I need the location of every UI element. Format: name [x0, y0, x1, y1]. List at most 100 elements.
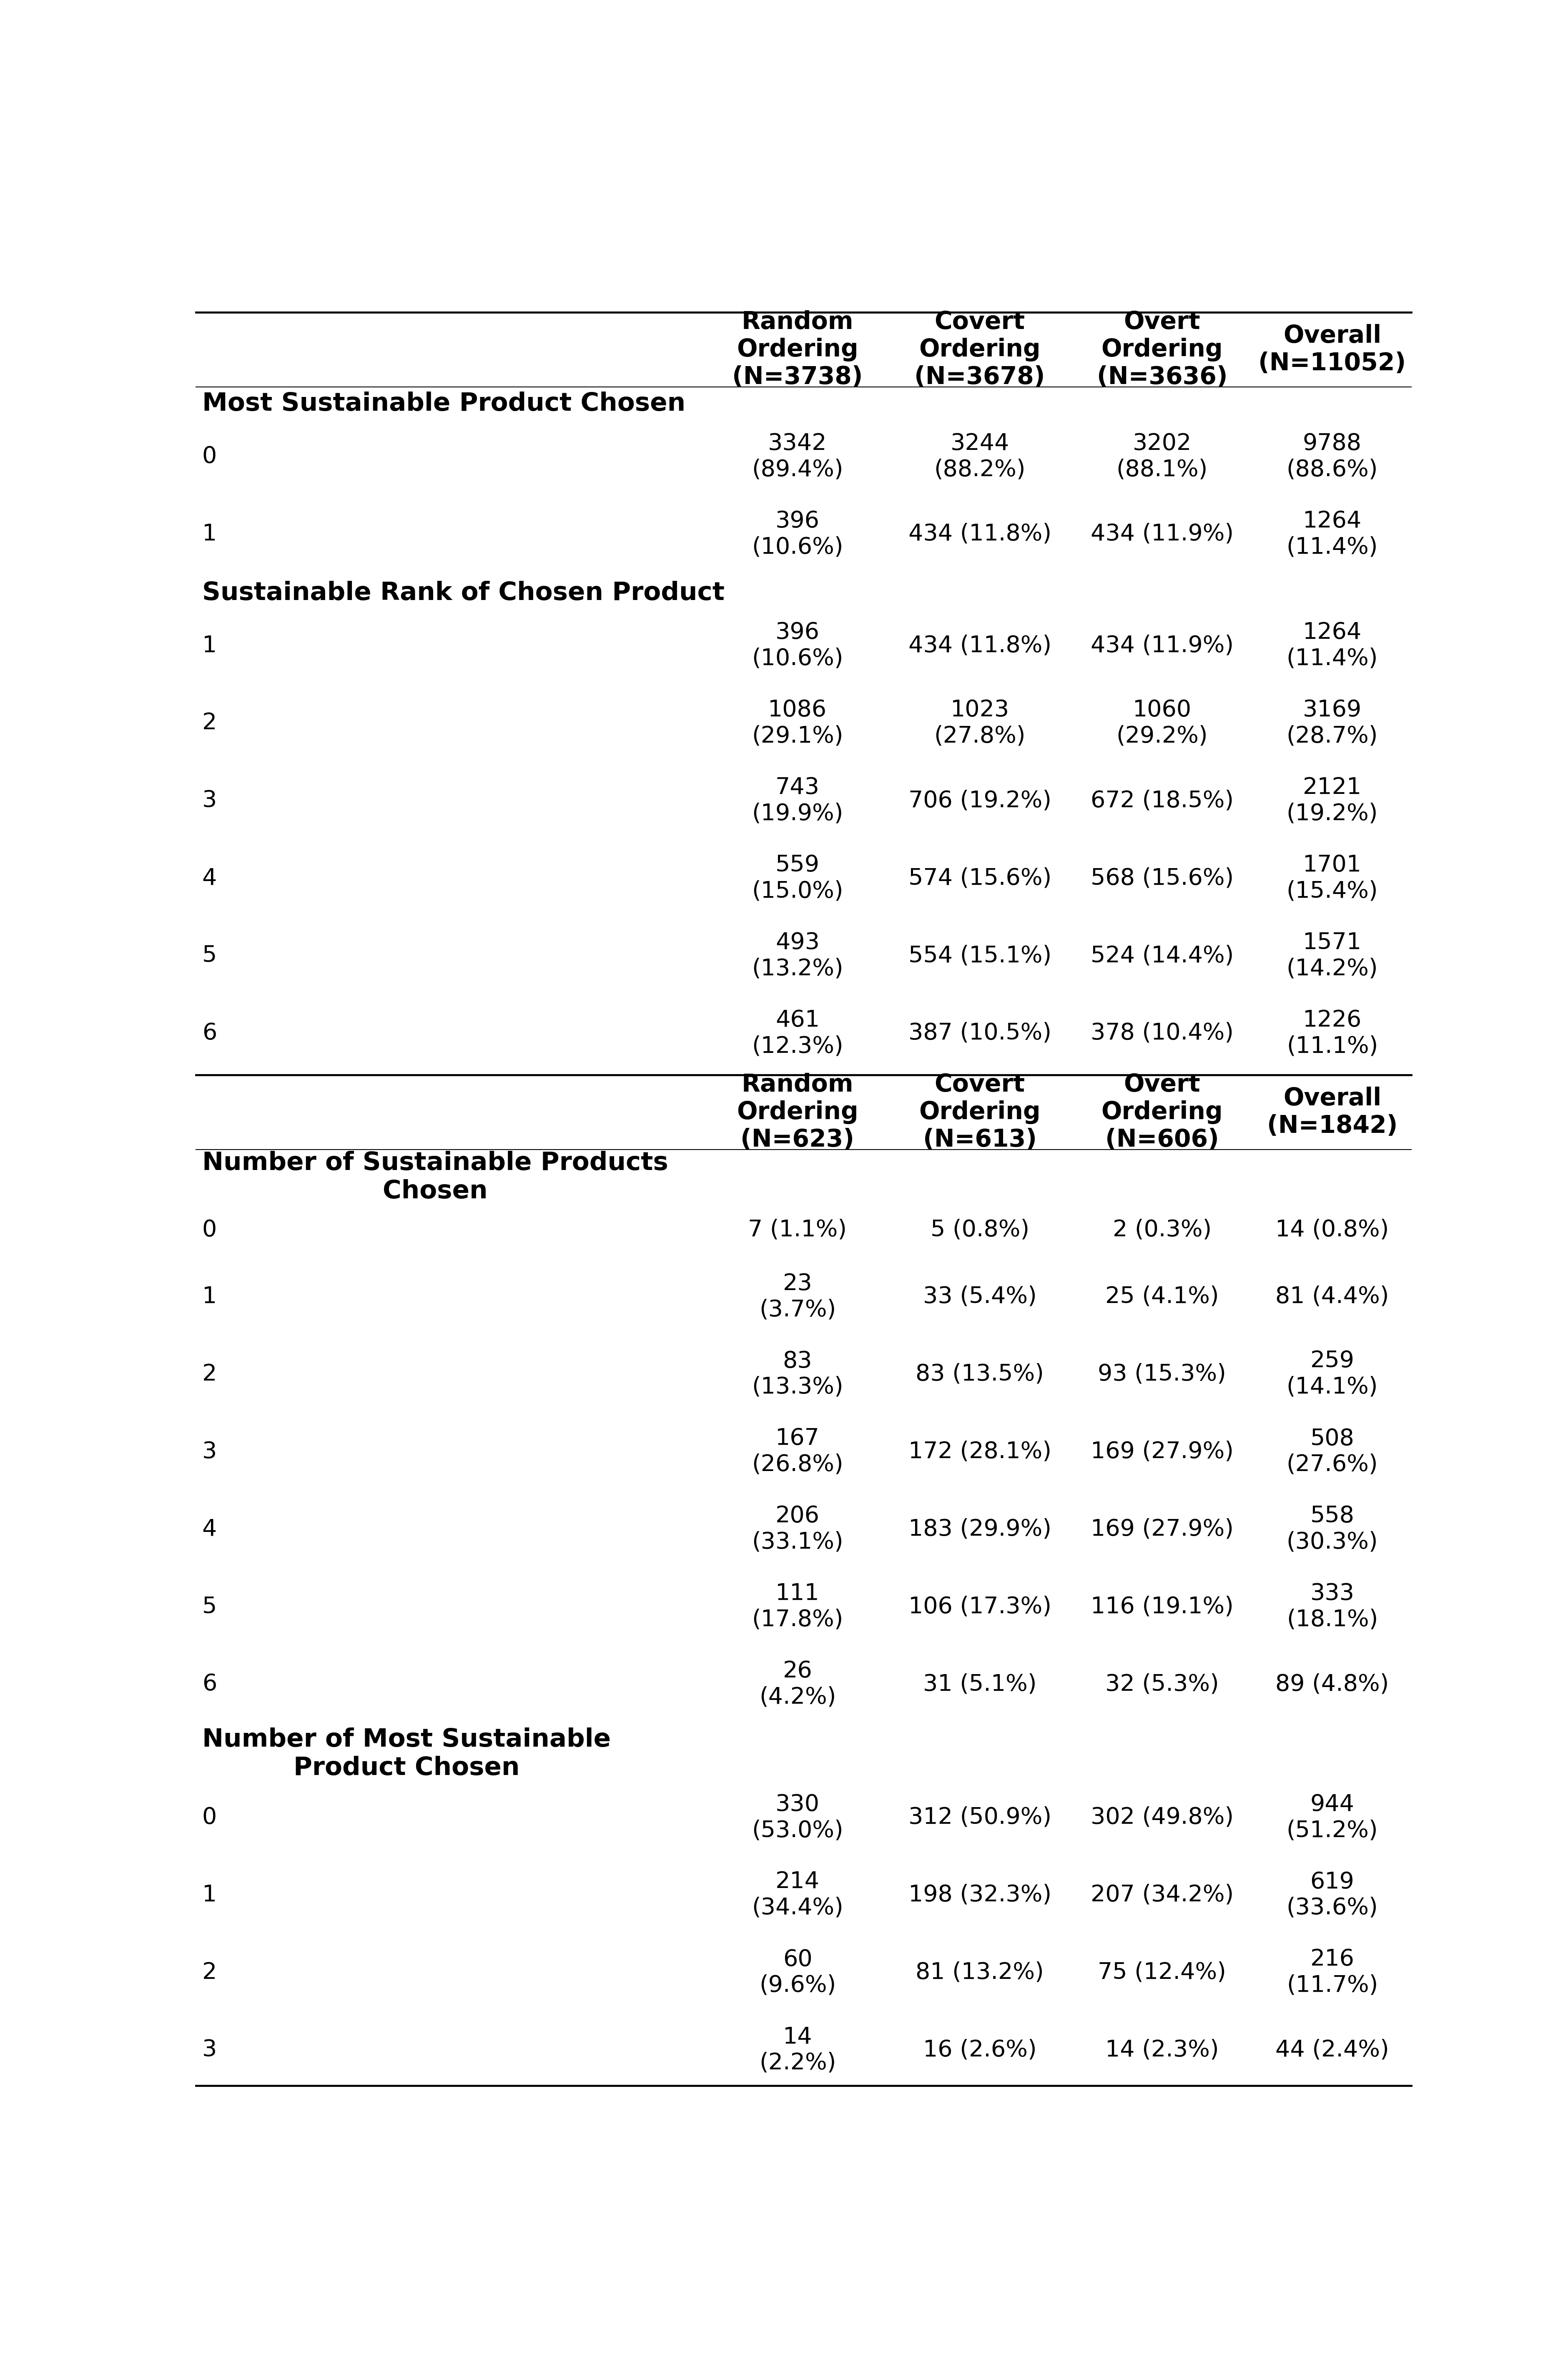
- Text: 493
(13.2%): 493 (13.2%): [751, 931, 844, 981]
- Text: 1: 1: [202, 634, 216, 658]
- Text: 3342
(89.4%): 3342 (89.4%): [751, 432, 844, 480]
- Text: 672 (18.5%): 672 (18.5%): [1091, 788, 1234, 812]
- Text: 169 (27.9%): 169 (27.9%): [1091, 1518, 1234, 1541]
- Text: 6: 6: [202, 1672, 216, 1696]
- Text: 172 (28.1%): 172 (28.1%): [908, 1439, 1051, 1463]
- Text: Overt
Ordering
(N=3636): Overt Ordering (N=3636): [1096, 311, 1228, 390]
- Text: 1701
(15.4%): 1701 (15.4%): [1286, 855, 1378, 902]
- Text: 434 (11.8%): 434 (11.8%): [908, 522, 1051, 546]
- Text: 387 (10.5%): 387 (10.5%): [908, 1021, 1051, 1045]
- Text: 216
(11.7%): 216 (11.7%): [1286, 1947, 1378, 1997]
- Text: 60
(9.6%): 60 (9.6%): [759, 1947, 836, 1997]
- Text: 5 (0.8%): 5 (0.8%): [930, 1218, 1029, 1242]
- Text: 0: 0: [202, 446, 216, 468]
- Text: 198 (32.3%): 198 (32.3%): [908, 1883, 1051, 1907]
- Text: 568 (15.6%): 568 (15.6%): [1090, 867, 1234, 888]
- Text: 81 (4.4%): 81 (4.4%): [1275, 1285, 1389, 1309]
- Text: 83 (13.5%): 83 (13.5%): [916, 1363, 1044, 1385]
- Text: 3: 3: [202, 788, 216, 812]
- Text: 312 (50.9%): 312 (50.9%): [908, 1807, 1051, 1829]
- Text: 83
(13.3%): 83 (13.3%): [751, 1349, 844, 1399]
- Text: 1: 1: [202, 1883, 216, 1907]
- Text: 559
(15.0%): 559 (15.0%): [751, 855, 844, 902]
- Text: 508
(27.6%): 508 (27.6%): [1286, 1427, 1378, 1475]
- Text: Random
Ordering
(N=3738): Random Ordering (N=3738): [732, 311, 862, 390]
- Text: 89 (4.8%): 89 (4.8%): [1275, 1672, 1389, 1696]
- Text: 558
(30.3%): 558 (30.3%): [1286, 1506, 1378, 1553]
- Text: 1023
(27.8%): 1023 (27.8%): [935, 698, 1025, 748]
- Text: 14 (2.3%): 14 (2.3%): [1105, 2038, 1218, 2062]
- Text: 167
(26.8%): 167 (26.8%): [751, 1427, 844, 1475]
- Text: 706 (19.2%): 706 (19.2%): [908, 788, 1051, 812]
- Text: 4: 4: [202, 867, 216, 888]
- Text: Overall
(N=1842): Overall (N=1842): [1267, 1088, 1397, 1138]
- Text: 944
(51.2%): 944 (51.2%): [1286, 1793, 1378, 1841]
- Text: 206
(33.1%): 206 (33.1%): [751, 1506, 844, 1553]
- Text: 3169
(28.7%): 3169 (28.7%): [1286, 698, 1378, 748]
- Text: 1226
(11.1%): 1226 (11.1%): [1286, 1009, 1378, 1057]
- Text: 434 (11.8%): 434 (11.8%): [908, 634, 1051, 658]
- Text: 81 (13.2%): 81 (13.2%): [916, 1962, 1044, 1983]
- Text: 14 (0.8%): 14 (0.8%): [1275, 1218, 1389, 1242]
- Text: 106 (17.3%): 106 (17.3%): [908, 1596, 1051, 1617]
- Text: 330
(53.0%): 330 (53.0%): [751, 1793, 844, 1841]
- Text: Sustainable Rank of Chosen Product: Sustainable Rank of Chosen Product: [202, 580, 724, 606]
- Text: 619
(33.6%): 619 (33.6%): [1286, 1872, 1378, 1919]
- Text: 32 (5.3%): 32 (5.3%): [1105, 1672, 1218, 1696]
- Text: 111
(17.8%): 111 (17.8%): [751, 1582, 844, 1632]
- Text: 2121
(19.2%): 2121 (19.2%): [1286, 777, 1378, 824]
- Text: 9788
(88.6%): 9788 (88.6%): [1286, 432, 1378, 480]
- Text: 434 (11.9%): 434 (11.9%): [1091, 634, 1234, 658]
- Text: 396
(10.6%): 396 (10.6%): [751, 622, 844, 670]
- Text: 75 (12.4%): 75 (12.4%): [1098, 1962, 1226, 1983]
- Text: 2 (0.3%): 2 (0.3%): [1113, 1218, 1212, 1242]
- Text: Number of Sustainable Products
Chosen: Number of Sustainable Products Chosen: [202, 1152, 668, 1204]
- Text: 1571
(14.2%): 1571 (14.2%): [1286, 931, 1378, 981]
- Text: Random
Ordering
(N=623): Random Ordering (N=623): [737, 1074, 858, 1152]
- Text: 4: 4: [202, 1518, 216, 1541]
- Text: 25 (4.1%): 25 (4.1%): [1105, 1285, 1218, 1309]
- Text: 183 (29.9%): 183 (29.9%): [908, 1518, 1051, 1541]
- Text: 1086
(29.1%): 1086 (29.1%): [751, 698, 844, 748]
- Text: 524 (14.4%): 524 (14.4%): [1090, 945, 1234, 967]
- Text: 116 (19.1%): 116 (19.1%): [1091, 1596, 1234, 1617]
- Text: 574 (15.6%): 574 (15.6%): [908, 867, 1052, 888]
- Text: 169 (27.9%): 169 (27.9%): [1091, 1439, 1234, 1463]
- Text: 554 (15.1%): 554 (15.1%): [908, 945, 1052, 967]
- Text: 2: 2: [202, 712, 216, 734]
- Text: 0: 0: [202, 1807, 216, 1829]
- Text: 1: 1: [202, 1285, 216, 1309]
- Text: 44 (2.4%): 44 (2.4%): [1275, 2038, 1389, 2062]
- Text: 207 (34.2%): 207 (34.2%): [1090, 1883, 1234, 1907]
- Text: 7 (1.1%): 7 (1.1%): [748, 1218, 847, 1242]
- Text: Covert
Ordering
(N=3678): Covert Ordering (N=3678): [914, 311, 1046, 390]
- Text: 1060
(29.2%): 1060 (29.2%): [1116, 698, 1207, 748]
- Text: 1264
(11.4%): 1264 (11.4%): [1286, 511, 1378, 558]
- Text: 378 (10.4%): 378 (10.4%): [1091, 1021, 1234, 1045]
- Text: 3244
(88.2%): 3244 (88.2%): [935, 432, 1025, 480]
- Text: 2: 2: [202, 1363, 216, 1385]
- Text: 3: 3: [202, 2038, 216, 2062]
- Text: 31 (5.1%): 31 (5.1%): [924, 1672, 1036, 1696]
- Text: 16 (2.6%): 16 (2.6%): [924, 2038, 1036, 2062]
- Text: Covert
Ordering
(N=613): Covert Ordering (N=613): [919, 1074, 1041, 1152]
- Text: 3202
(88.1%): 3202 (88.1%): [1116, 432, 1207, 480]
- Text: 434 (11.9%): 434 (11.9%): [1091, 522, 1234, 546]
- Text: Overt
Ordering
(N=606): Overt Ordering (N=606): [1101, 1074, 1223, 1152]
- Text: 23
(3.7%): 23 (3.7%): [759, 1273, 836, 1320]
- Text: 259
(14.1%): 259 (14.1%): [1286, 1349, 1378, 1399]
- Text: Overall
(N=11052): Overall (N=11052): [1259, 323, 1406, 375]
- Text: 26
(4.2%): 26 (4.2%): [759, 1660, 836, 1708]
- Text: 5: 5: [202, 1596, 216, 1617]
- Text: 33 (5.4%): 33 (5.4%): [924, 1285, 1036, 1309]
- Text: 1: 1: [202, 522, 216, 546]
- Text: 302 (49.8%): 302 (49.8%): [1091, 1807, 1234, 1829]
- Text: 1264
(11.4%): 1264 (11.4%): [1286, 622, 1378, 670]
- Text: 214
(34.4%): 214 (34.4%): [751, 1872, 844, 1919]
- Text: 743
(19.9%): 743 (19.9%): [751, 777, 844, 824]
- Text: 461
(12.3%): 461 (12.3%): [751, 1009, 844, 1057]
- Text: Number of Most Sustainable
Product Chosen: Number of Most Sustainable Product Chose…: [202, 1727, 610, 1781]
- Text: 333
(18.1%): 333 (18.1%): [1286, 1582, 1378, 1632]
- Text: Most Sustainable Product Chosen: Most Sustainable Product Chosen: [202, 392, 685, 416]
- Text: 6: 6: [202, 1021, 216, 1045]
